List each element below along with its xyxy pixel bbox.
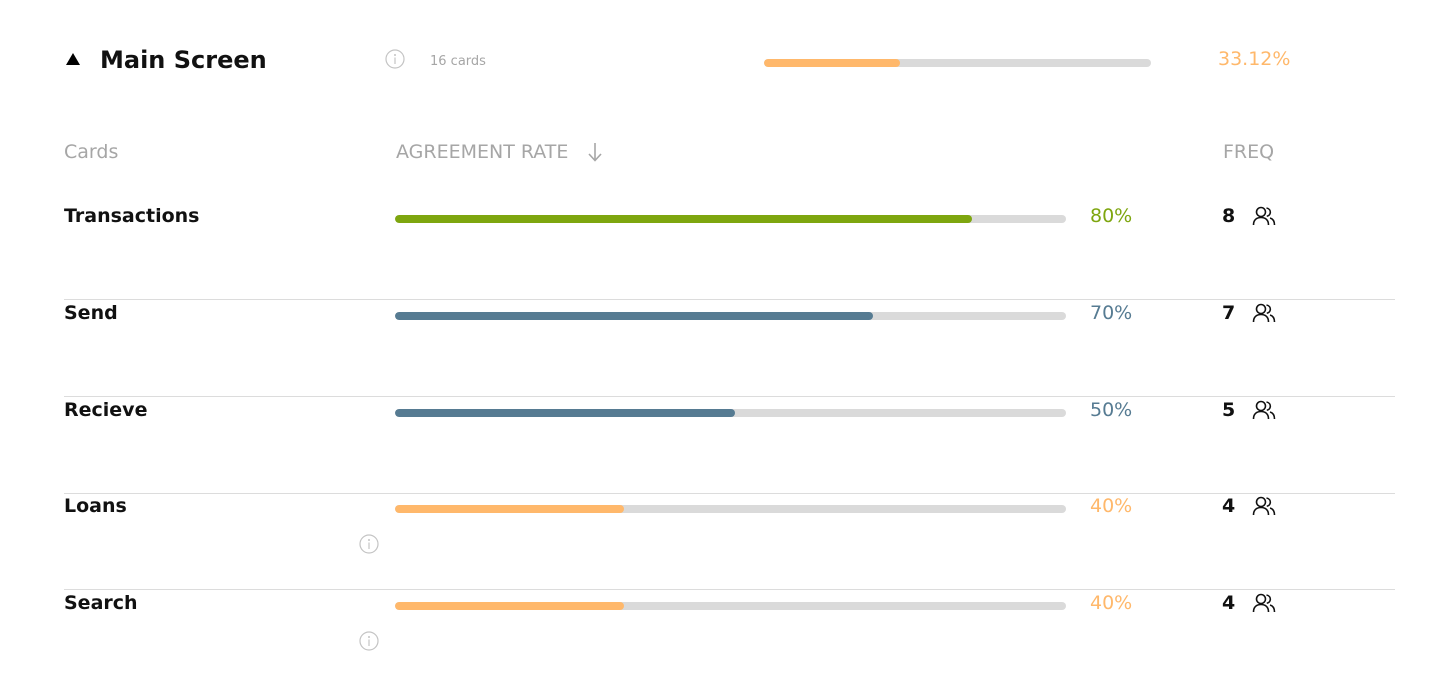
freq-count: 7 — [1222, 302, 1236, 324]
column-header-agreement-label: AGREEMENT RATE — [396, 141, 569, 163]
agreement-bar-fill — [395, 602, 625, 610]
row-info-button[interactable] — [359, 534, 379, 554]
agreement-bar — [395, 505, 1066, 513]
row-label: Transactions — [64, 205, 200, 227]
users-icon — [1252, 496, 1276, 516]
row-label: Loans — [64, 495, 127, 517]
users-icon — [1252, 206, 1276, 226]
agreement-bar-fill — [395, 505, 625, 513]
row-info-button[interactable] — [359, 631, 379, 651]
table-row[interactable]: Send 70% 7 — [64, 300, 1395, 397]
info-circle-icon — [385, 49, 405, 69]
agreement-percent: 40% — [1090, 592, 1133, 614]
section-progress-bar — [764, 59, 1151, 67]
agreement-bar-fill — [395, 312, 873, 320]
collapse-toggle-button[interactable] — [64, 51, 82, 67]
freq-count: 8 — [1222, 205, 1236, 227]
table-row[interactable]: Transactions 80% 8 — [64, 203, 1395, 300]
info-circle-icon — [359, 534, 379, 554]
arrow-down-icon — [588, 143, 603, 162]
column-header-agreement-rate[interactable]: AGREEMENT RATE — [396, 139, 604, 165]
info-circle-icon — [359, 631, 379, 651]
agreement-bar — [395, 409, 1066, 417]
triangle-up-icon — [66, 53, 80, 65]
row-label: Send — [64, 302, 118, 324]
agreement-bar-fill — [395, 215, 973, 223]
table-row[interactable]: Search 40% 4 — [64, 590, 1395, 686]
row-label: Search — [64, 592, 138, 614]
agreement-bar — [395, 602, 1066, 610]
freq-count: 5 — [1222, 399, 1236, 421]
freq-count: 4 — [1222, 495, 1236, 517]
agreement-percent: 40% — [1090, 495, 1133, 517]
section-progress-fill — [764, 59, 900, 67]
agreement-bar — [395, 312, 1066, 320]
agreement-bar — [395, 215, 1066, 223]
agreement-bar-fill — [395, 409, 735, 417]
agreement-percent: 80% — [1090, 205, 1133, 227]
column-header-cards: Cards — [64, 141, 119, 163]
agreement-percent: 50% — [1090, 399, 1133, 421]
users-icon — [1252, 593, 1276, 613]
table-row[interactable]: Loans 40% 4 — [64, 493, 1395, 590]
table-row[interactable]: Recieve 50% 5 — [64, 397, 1395, 494]
column-header-freq: FREQ — [1223, 141, 1275, 163]
section-percent: 33.12% — [1218, 48, 1291, 70]
users-icon — [1252, 303, 1276, 323]
agreement-percent: 70% — [1090, 302, 1133, 324]
card-count: 16 cards — [430, 54, 486, 69]
users-icon — [1252, 400, 1276, 420]
section-info-button[interactable] — [385, 49, 405, 69]
freq-count: 4 — [1222, 592, 1236, 614]
row-label: Recieve — [64, 399, 148, 421]
section-title: Main Screen — [100, 46, 267, 74]
